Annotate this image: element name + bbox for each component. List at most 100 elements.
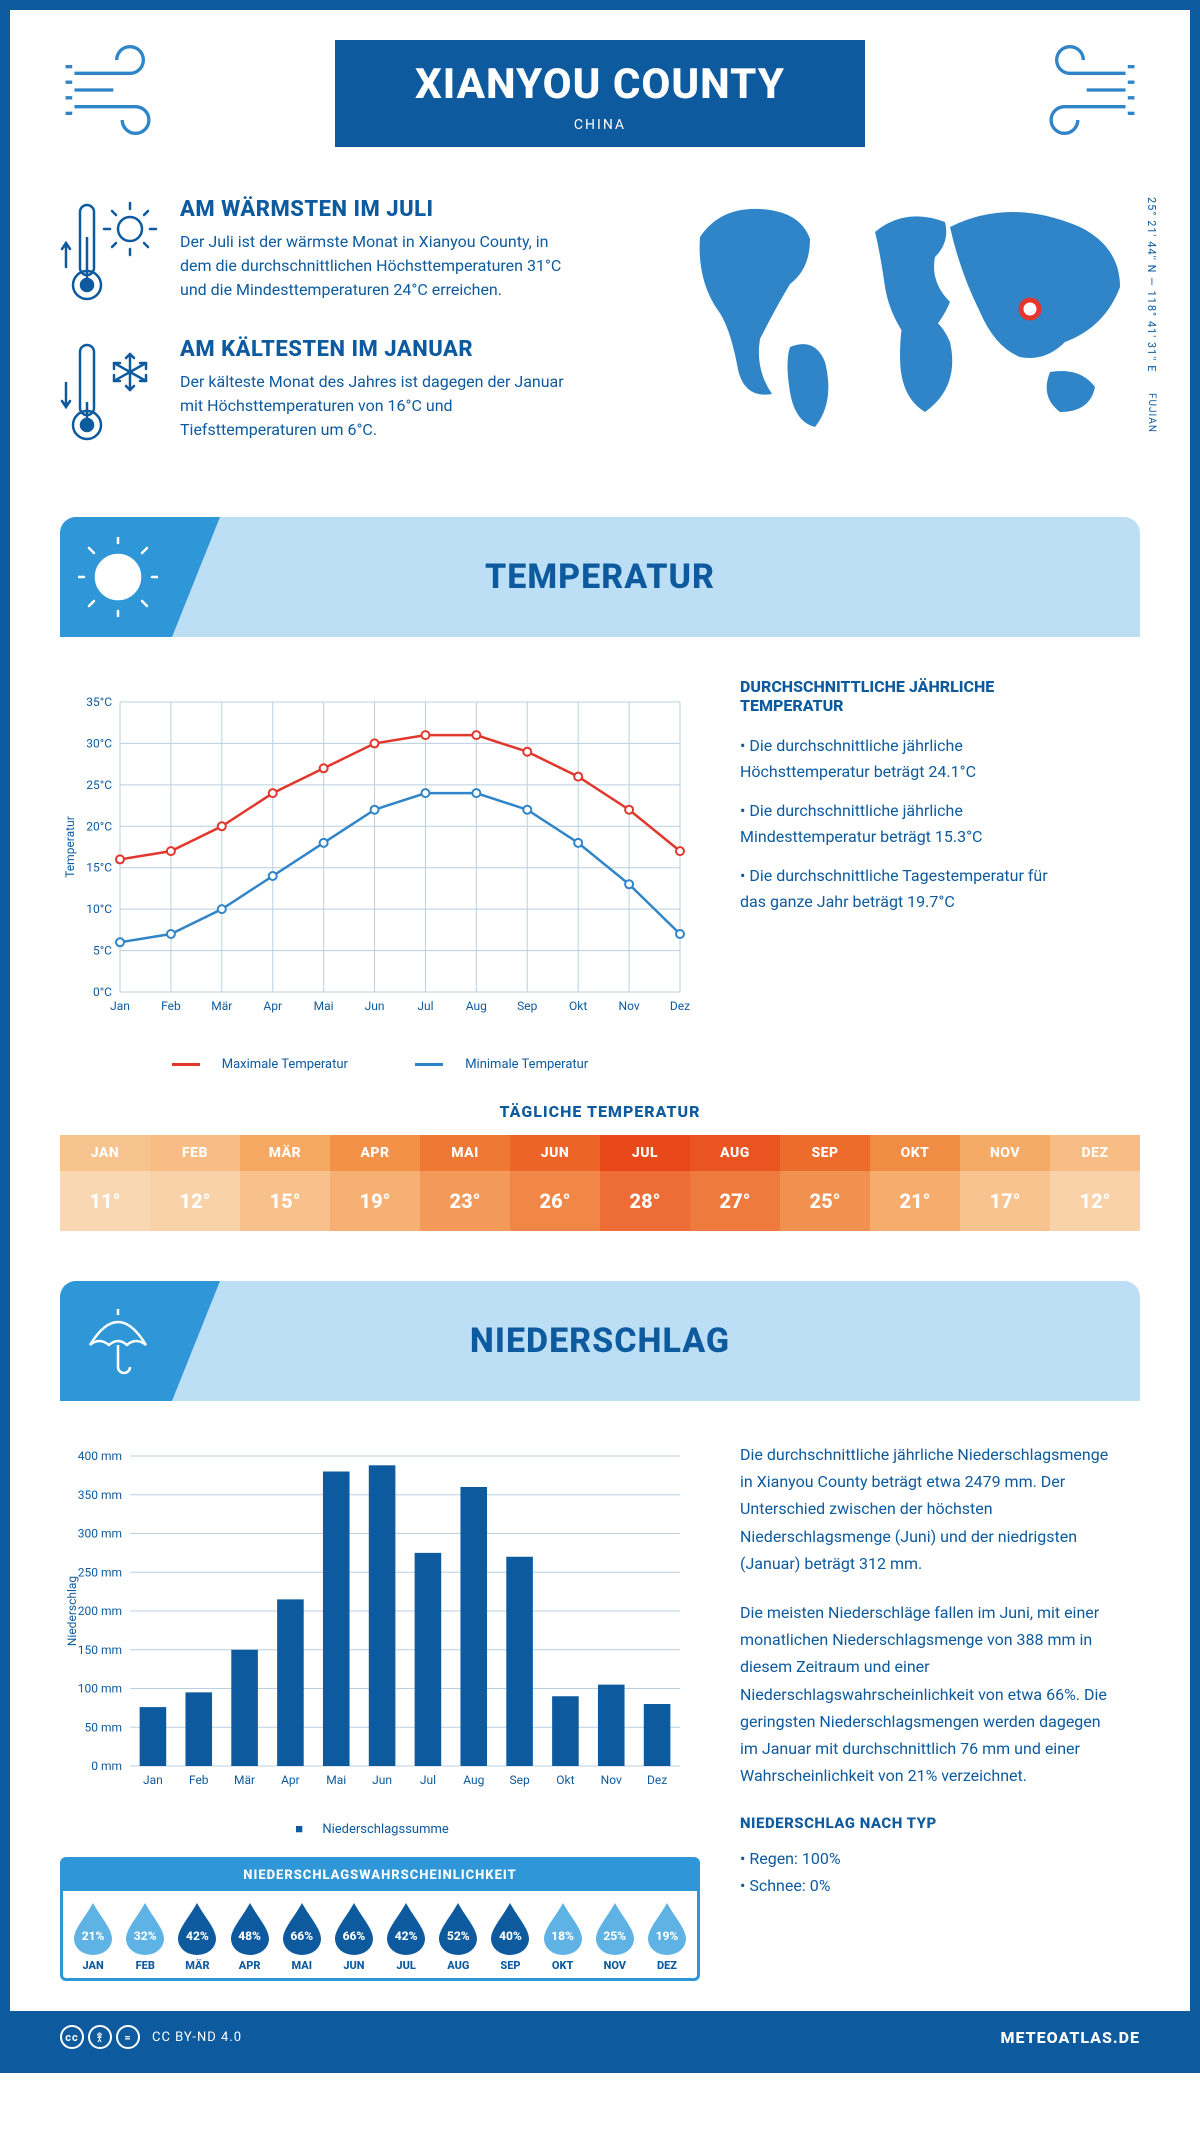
- svg-text:30°C: 30°C: [86, 736, 112, 750]
- svg-text:Jun: Jun: [365, 999, 385, 1013]
- precip-body-2: Die meisten Niederschläge fallen im Juni…: [740, 1599, 1120, 1789]
- precip-body-1: Die durchschnittliche jährliche Niedersc…: [740, 1441, 1120, 1577]
- daily-value: 21°: [870, 1171, 960, 1231]
- temp-bullet-1: • Die durchschnittliche jährliche Höchst…: [740, 733, 1060, 784]
- daily-temp-table: JAN 11°FEB 12°MÄR 15°APR 19°MAI 23°JUN 2…: [60, 1135, 1140, 1231]
- svg-text:Apr: Apr: [263, 999, 282, 1013]
- prob-month: DEZ: [641, 1959, 693, 1972]
- precip-type-1: • Regen: 100%: [740, 1845, 1120, 1872]
- footer: cc 𖨆 = CC BY-ND 4.0 METEOATLAS.DE: [10, 2011, 1190, 2063]
- daily-col: APR 19°: [330, 1135, 420, 1231]
- daily-col: FEB 12°: [150, 1135, 240, 1231]
- prob-value: 25%: [594, 1929, 636, 1943]
- svg-text:150 mm: 150 mm: [78, 1643, 122, 1657]
- prob-month: JUL: [380, 1959, 432, 1972]
- prob-value: 52%: [437, 1929, 479, 1943]
- svg-text:Feb: Feb: [189, 1773, 209, 1787]
- svg-text:Okt: Okt: [556, 1773, 574, 1787]
- umbrella-badge-icon: [60, 1281, 220, 1401]
- svg-text:25°C: 25°C: [86, 778, 112, 792]
- prob-value: 66%: [333, 1929, 375, 1943]
- prob-month: AUG: [432, 1959, 484, 1972]
- svg-text:Jan: Jan: [143, 1773, 163, 1787]
- coord-text: 25° 21' 44'' N — 118° 41' 31'' E: [1145, 197, 1158, 373]
- temp-bullet-2: • Die durchschnittliche jährliche Mindes…: [740, 798, 1060, 849]
- daily-col: SEP 25°: [780, 1135, 870, 1231]
- svg-text:20°C: 20°C: [86, 819, 112, 833]
- svg-text:200 mm: 200 mm: [78, 1604, 122, 1618]
- precip-chart-column: 0 mm50 mm100 mm150 mm200 mm250 mm300 mm3…: [60, 1441, 700, 1981]
- warmest-title: AM WÄRMSTEN IM JULI: [180, 197, 580, 222]
- warmest-body: Der Juli ist der wärmste Monat in Xianyo…: [180, 230, 580, 302]
- prob-month: APR: [224, 1959, 276, 1972]
- prob-month: MÄR: [171, 1959, 223, 1972]
- continents: [700, 209, 1120, 427]
- precip-title: NIEDERSCHLAG: [470, 1321, 730, 1361]
- svg-text:Jan: Jan: [110, 999, 130, 1013]
- daily-col: JAN 11°: [60, 1135, 150, 1231]
- page-title: XIANYOU COUNTY: [415, 60, 785, 109]
- svg-text:Sep: Sep: [517, 999, 537, 1013]
- raindrop-icon: 48%: [229, 1901, 271, 1955]
- world-map-svg: [680, 197, 1140, 437]
- svg-text:Okt: Okt: [569, 999, 587, 1013]
- daily-col: AUG 27°: [690, 1135, 780, 1231]
- prob-cell: 25% NOV: [589, 1901, 641, 1972]
- svg-text:0 mm: 0 mm: [91, 1759, 122, 1773]
- wind-left-icon: [60, 40, 200, 140]
- svg-text:Dez: Dez: [670, 999, 690, 1013]
- svg-text:100 mm: 100 mm: [78, 1682, 122, 1696]
- precip-legend: ■ Niederschlagssumme: [60, 1821, 700, 1837]
- header: XIANYOU COUNTY CHINA: [60, 40, 1140, 147]
- prob-value: 19%: [646, 1929, 688, 1943]
- raindrop-icon: 32%: [124, 1901, 166, 1955]
- daily-col: JUL 28°: [600, 1135, 690, 1231]
- raindrop-icon: 66%: [333, 1901, 375, 1955]
- prob-cell: 66% JUN: [328, 1901, 380, 1972]
- prob-value: 48%: [229, 1929, 271, 1943]
- daily-month: SEP: [780, 1135, 870, 1171]
- svg-text:Mai: Mai: [314, 999, 334, 1013]
- svg-text:Mär: Mär: [211, 999, 232, 1013]
- prob-cell: 19% DEZ: [641, 1901, 693, 1972]
- svg-text:Dez: Dez: [647, 1773, 667, 1787]
- prob-cell: 18% OKT: [537, 1901, 589, 1972]
- location-marker-icon: [1021, 300, 1039, 318]
- raindrop-icon: 66%: [281, 1901, 323, 1955]
- raindrop-icon: 19%: [646, 1901, 688, 1955]
- prob-month: JUN: [328, 1959, 380, 1972]
- daily-value: 28°: [600, 1171, 690, 1231]
- country-label: CHINA: [415, 117, 785, 133]
- svg-text:Temperatur: Temperatur: [63, 816, 77, 878]
- cc-icons: cc 𖨆 =: [60, 2025, 140, 2049]
- daily-month: OKT: [870, 1135, 960, 1171]
- wind-right-icon: [1000, 40, 1140, 140]
- coldest-title: AM KÄLTESTEN IM JANUAR: [180, 337, 580, 362]
- svg-text:Feb: Feb: [161, 999, 181, 1013]
- prob-title: NIEDERSCHLAGSWAHRSCHEINLICHKEIT: [63, 1860, 697, 1891]
- license-text: CC BY-ND 4.0: [152, 2030, 242, 2045]
- daily-col: MÄR 15°: [240, 1135, 330, 1231]
- prob-cell: 66% MAI: [276, 1901, 328, 1972]
- world-map: 25° 21' 44'' N — 118° 41' 31'' E FUJIAN: [680, 197, 1140, 477]
- svg-text:400 mm: 400 mm: [78, 1449, 122, 1463]
- temperature-chart: 0°C5°C10°C15°C20°C25°C30°C35°CJanFebMärA…: [60, 677, 700, 1072]
- raindrop-icon: 52%: [437, 1901, 479, 1955]
- svg-text:Mär: Mär: [234, 1773, 255, 1787]
- precip-legend-label: Niederschlagssumme: [322, 1822, 448, 1837]
- prob-month: JAN: [67, 1959, 119, 1972]
- prob-month: FEB: [119, 1959, 171, 1972]
- svg-text:Jul: Jul: [417, 999, 433, 1013]
- daily-col: OKT 21°: [870, 1135, 960, 1231]
- prob-cell: 21% JAN: [67, 1901, 119, 1972]
- prob-cell: 48% APR: [224, 1901, 276, 1972]
- license: cc 𖨆 = CC BY-ND 4.0: [60, 2025, 242, 2049]
- coldest-body: Der kälteste Monat des Jahres ist dagege…: [180, 370, 580, 442]
- precip-type-2: • Schnee: 0%: [740, 1872, 1120, 1899]
- daily-value: 12°: [150, 1171, 240, 1231]
- cc-icon: cc: [60, 2025, 84, 2049]
- prob-value: 42%: [385, 1929, 427, 1943]
- daily-month: DEZ: [1050, 1135, 1140, 1171]
- svg-text:Aug: Aug: [466, 999, 487, 1013]
- prob-cell: 52% AUG: [432, 1901, 484, 1972]
